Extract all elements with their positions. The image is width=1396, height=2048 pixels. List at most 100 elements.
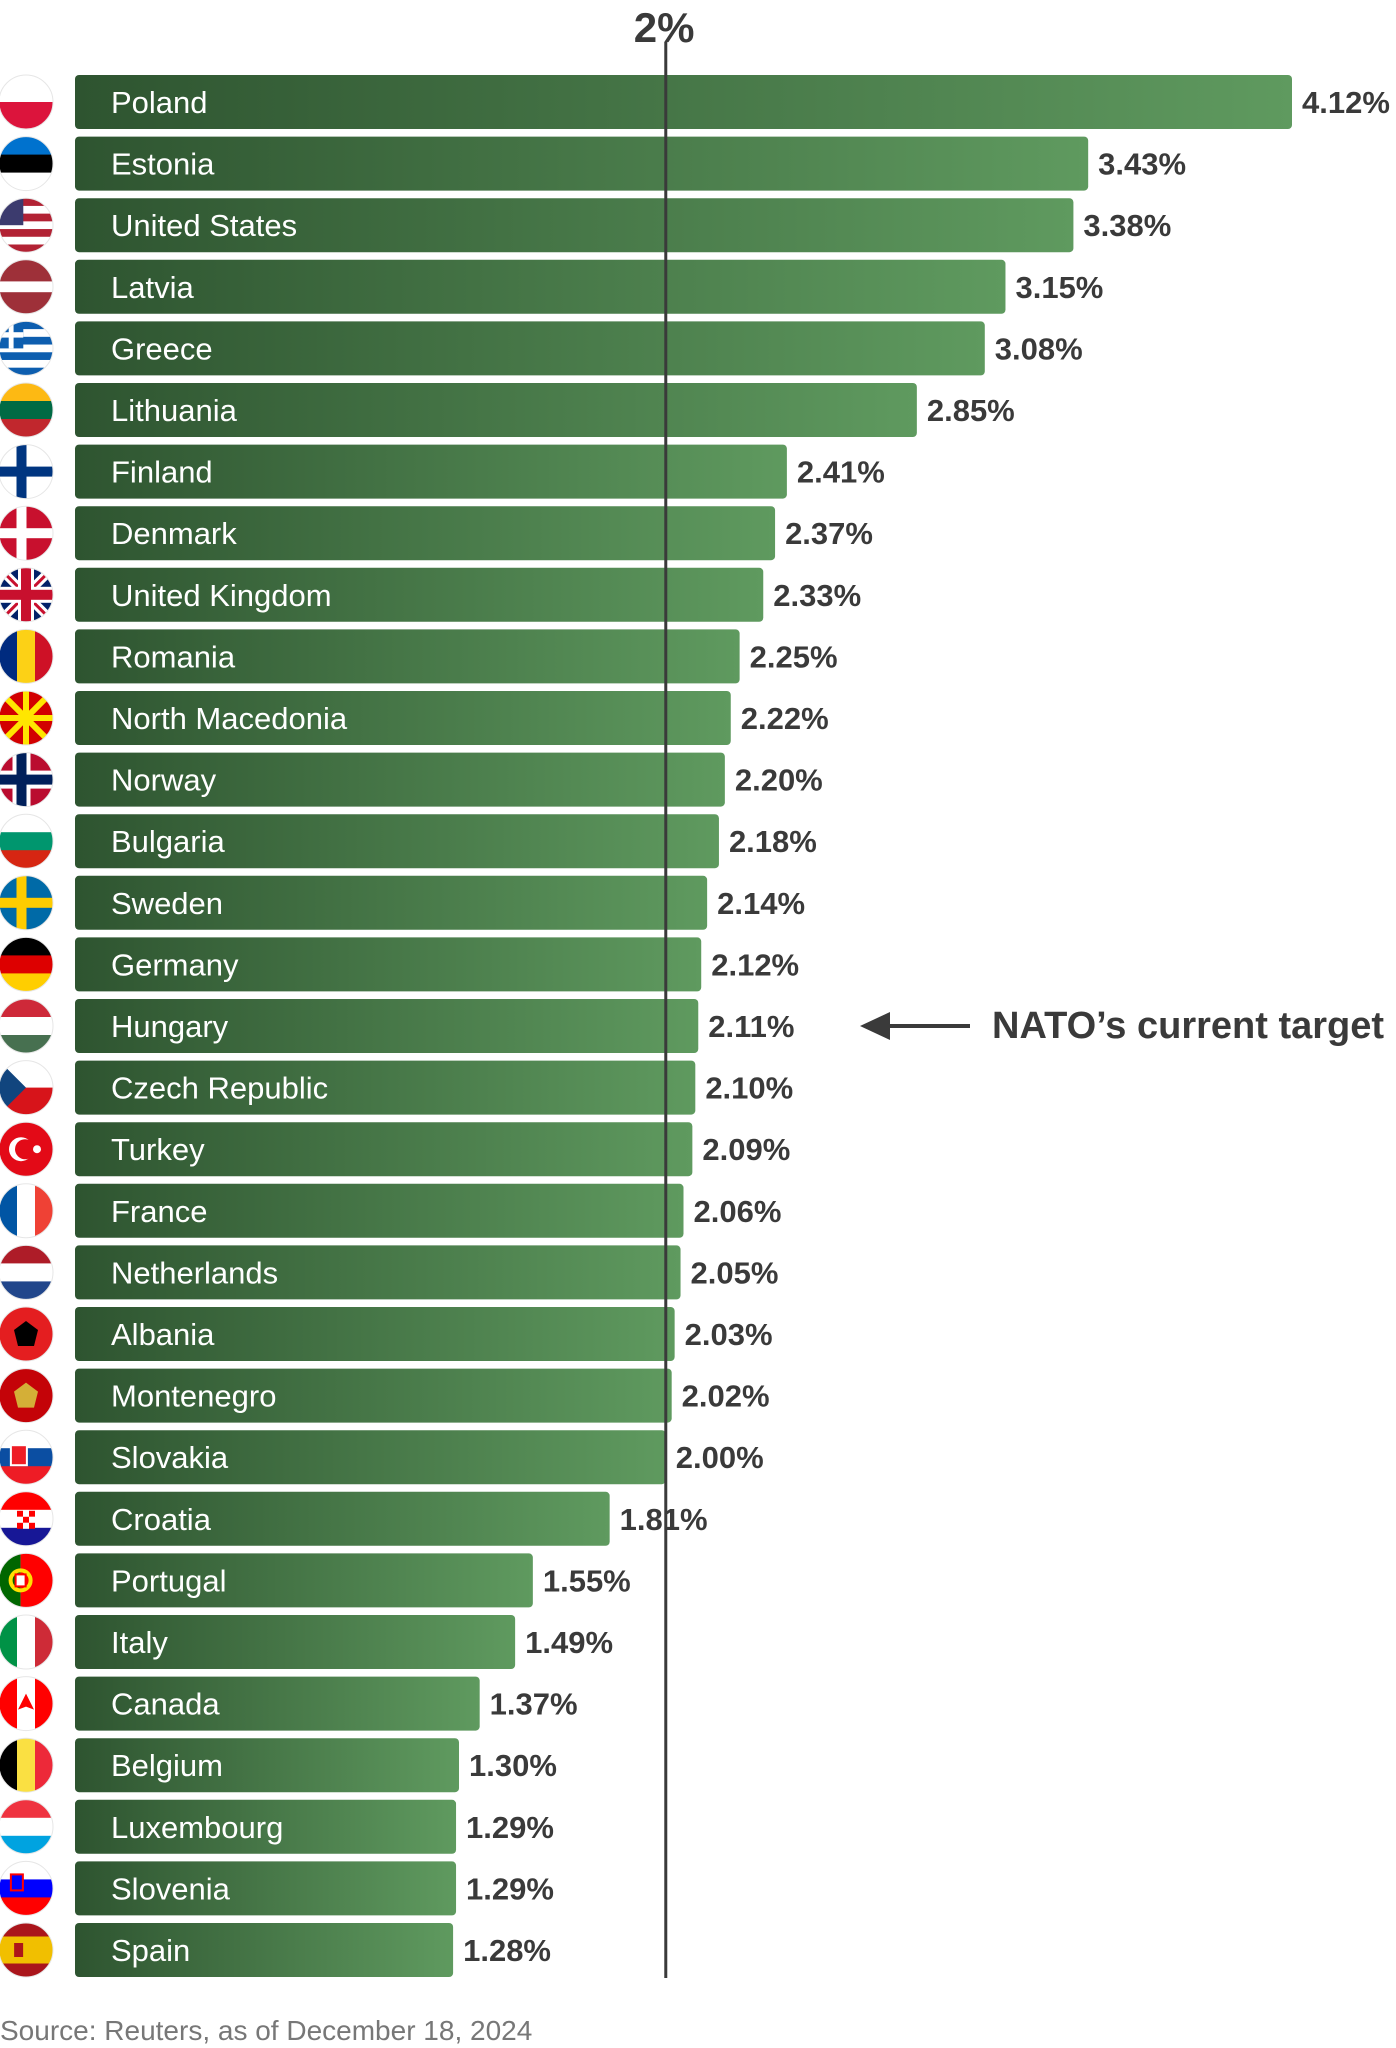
bar-category-label: Croatia bbox=[111, 1502, 212, 1537]
croatia-flag-icon bbox=[0, 1491, 54, 1547]
bar-category-label: United Kingdom bbox=[111, 578, 332, 613]
slovenia-flag-icon bbox=[0, 1860, 54, 1916]
bar-category-label: Germany bbox=[111, 947, 239, 982]
bar-value-label: 1.30% bbox=[469, 1748, 557, 1783]
bar bbox=[75, 1799, 457, 1854]
bar-value-label: 2.14% bbox=[717, 886, 805, 921]
lithuania-flag-icon bbox=[0, 382, 54, 438]
bar-value-label: 1.81% bbox=[620, 1502, 708, 1537]
spain-flag-icon bbox=[0, 1922, 54, 1978]
romania-flag-icon bbox=[0, 628, 54, 684]
bar-category-label: United States bbox=[111, 208, 297, 243]
bar-value-label: 4.12% bbox=[1302, 85, 1390, 120]
bar-value-label: 2.18% bbox=[729, 824, 817, 859]
bar-category-label: North Macedonia bbox=[111, 701, 348, 736]
bar-value-label: 2.25% bbox=[750, 639, 838, 674]
netherlands-flag-icon bbox=[0, 1244, 54, 1300]
bar bbox=[75, 1368, 672, 1423]
bar-category-label: Lithuania bbox=[111, 393, 238, 428]
finland-flag-icon bbox=[0, 444, 54, 500]
bar-value-label: 2.22% bbox=[741, 701, 829, 736]
flags-column bbox=[0, 74, 54, 1978]
bar-value-label: 2.00% bbox=[676, 1440, 764, 1475]
bar-value-label: 2.33% bbox=[773, 578, 861, 613]
bar-category-label: Romania bbox=[111, 639, 236, 674]
bar bbox=[75, 1923, 454, 1977]
bar-category-label: Finland bbox=[111, 455, 213, 490]
bar-value-label: 2.85% bbox=[927, 393, 1015, 428]
bar bbox=[75, 259, 1006, 314]
bar bbox=[75, 1307, 675, 1361]
luxembourg-flag-icon bbox=[0, 1799, 54, 1855]
bar-value-label: 2.06% bbox=[694, 1194, 782, 1229]
bar-category-label: Latvia bbox=[111, 270, 194, 305]
bar-category-label: Greece bbox=[111, 331, 213, 366]
portugal-flag-icon bbox=[0, 1552, 54, 1608]
bar bbox=[75, 1676, 480, 1731]
bar bbox=[75, 752, 725, 807]
denmark-flag-icon bbox=[0, 505, 54, 561]
bar-category-label: Italy bbox=[111, 1625, 168, 1660]
canada-flag-icon bbox=[0, 1676, 54, 1732]
bar bbox=[75, 1245, 681, 1300]
bar bbox=[75, 75, 1292, 129]
bar-value-label: 3.15% bbox=[1015, 270, 1103, 305]
bar-value-label: 2.03% bbox=[685, 1317, 773, 1352]
germany-flag-icon bbox=[0, 936, 54, 992]
bar-category-label: Hungary bbox=[111, 1009, 229, 1044]
slovakia-flag-icon bbox=[0, 1429, 54, 1485]
bar-value-label: 2.37% bbox=[785, 516, 873, 551]
bar bbox=[75, 1491, 610, 1546]
bar-value-label: 2.02% bbox=[682, 1379, 770, 1414]
bar-category-label: Canada bbox=[111, 1687, 220, 1722]
turkey-flag-icon bbox=[0, 1121, 54, 1177]
bar-category-label: Czech Republic bbox=[111, 1071, 328, 1106]
bar bbox=[75, 1615, 516, 1669]
bar-value-label: 2.20% bbox=[735, 763, 823, 798]
sweden-flag-icon bbox=[0, 875, 54, 931]
bar-category-label: France bbox=[111, 1194, 207, 1229]
united-kingdom-flag-icon bbox=[0, 567, 54, 623]
bar bbox=[75, 691, 731, 745]
left-arrow-icon bbox=[860, 1012, 970, 1040]
bar bbox=[75, 999, 699, 1053]
bar-category-label: Slovenia bbox=[111, 1871, 231, 1906]
bar-value-label: 1.55% bbox=[543, 1563, 631, 1598]
norway-flag-icon bbox=[0, 752, 54, 808]
bar-category-label: Denmark bbox=[111, 516, 237, 551]
bars-group: Poland 4.12% Estonia 3.43% United States 3.38… bbox=[75, 75, 1390, 1977]
bar-value-label: 1.49% bbox=[525, 1625, 613, 1660]
bar-category-label: Turkey bbox=[111, 1132, 205, 1167]
bar bbox=[75, 198, 1074, 253]
bar-category-label: Estonia bbox=[111, 147, 215, 182]
bar bbox=[75, 1430, 666, 1485]
bar-category-label: Netherlands bbox=[111, 1255, 278, 1290]
italy-flag-icon bbox=[0, 1614, 54, 1670]
bar-value-label: 3.08% bbox=[995, 331, 1083, 366]
united-states-flag-icon bbox=[0, 197, 54, 253]
bar-category-label: Belgium bbox=[111, 1748, 223, 1783]
bar-value-label: 1.29% bbox=[466, 1810, 554, 1845]
bar-category-label: Montenegro bbox=[111, 1379, 276, 1414]
belgium-flag-icon bbox=[0, 1737, 54, 1793]
estonia-flag-icon bbox=[0, 136, 54, 192]
bar-value-label: 1.37% bbox=[490, 1687, 578, 1722]
greece-flag-icon bbox=[0, 320, 54, 376]
bar-value-label: 2.11% bbox=[708, 1009, 794, 1044]
bar bbox=[75, 383, 917, 437]
bar-category-label: Poland bbox=[111, 85, 208, 120]
bar-category-label: Slovakia bbox=[111, 1440, 229, 1475]
hungary-flag-icon bbox=[0, 998, 54, 1054]
bar bbox=[75, 506, 776, 561]
bar-category-label: Spain bbox=[111, 1933, 190, 1968]
bar bbox=[75, 1553, 533, 1608]
bar-value-label: 1.28% bbox=[463, 1933, 551, 1968]
source-note: Source: Reuters, as of December 18, 2024 bbox=[0, 2015, 533, 2046]
bar bbox=[75, 1861, 457, 1916]
bar-category-label: Sweden bbox=[111, 886, 223, 921]
latvia-flag-icon bbox=[0, 259, 54, 315]
annotation-text: NATO’s current target bbox=[992, 1004, 1385, 1047]
bar-value-label: 1.29% bbox=[466, 1871, 554, 1906]
bar bbox=[75, 136, 1089, 191]
